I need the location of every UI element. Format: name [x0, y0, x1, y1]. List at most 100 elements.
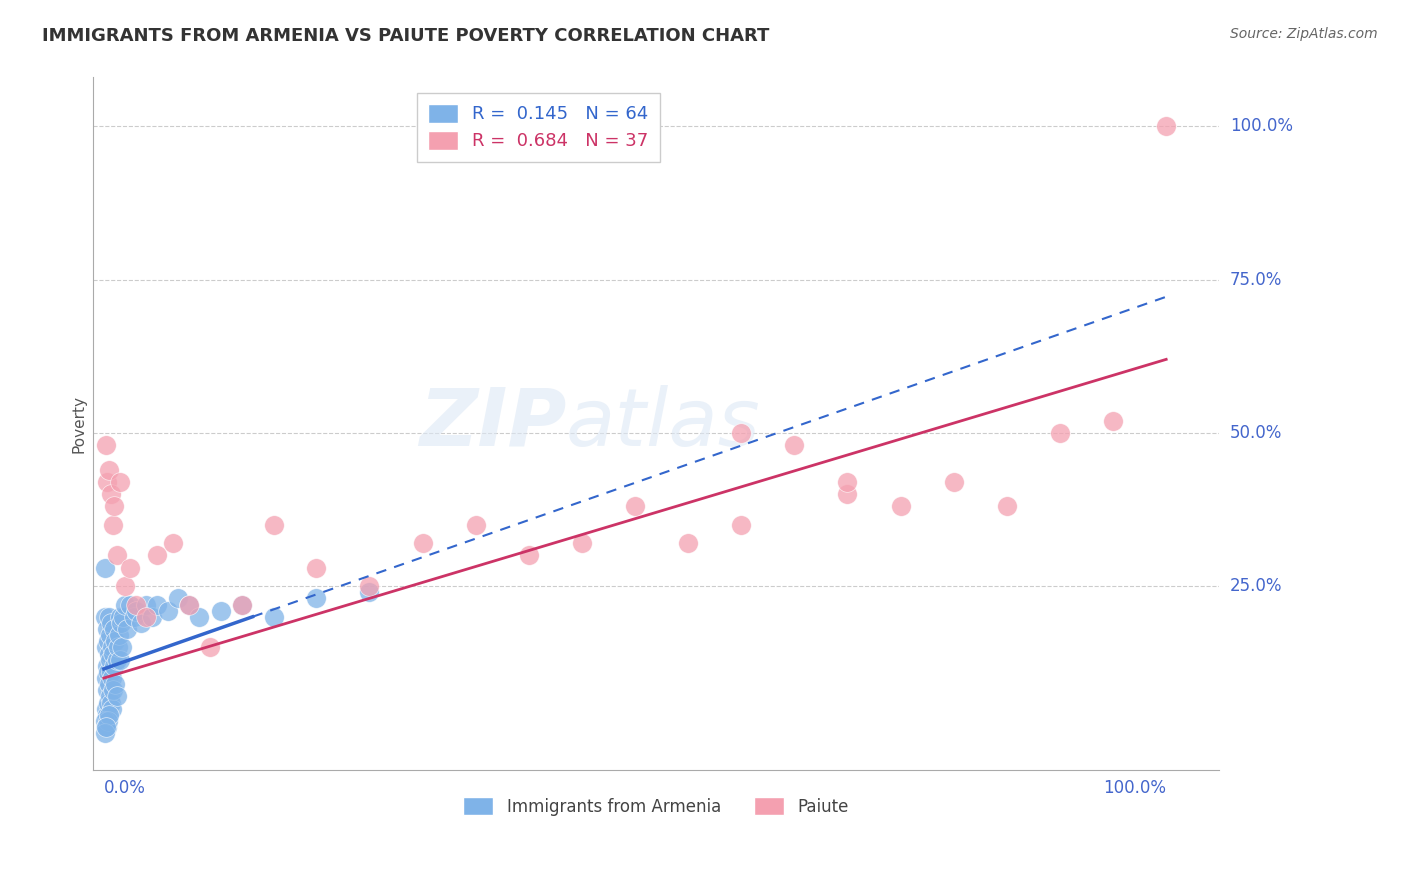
Point — [359, 579, 381, 593]
Point — [105, 690, 128, 704]
Point — [162, 536, 184, 550]
Point — [100, 487, 122, 501]
Point — [177, 598, 200, 612]
Point — [141, 609, 163, 624]
Point — [156, 604, 179, 618]
Y-axis label: Poverty: Poverty — [72, 395, 86, 453]
Point — [125, 598, 148, 612]
Point — [837, 475, 859, 489]
Point — [94, 438, 117, 452]
Point — [120, 560, 142, 574]
Point — [97, 696, 120, 710]
Point — [942, 475, 965, 489]
Point — [96, 707, 118, 722]
Point — [111, 609, 134, 624]
Point — [107, 640, 129, 655]
Text: 50.0%: 50.0% — [1230, 424, 1282, 442]
Point — [98, 690, 121, 704]
Point — [101, 640, 124, 655]
Point — [97, 714, 120, 728]
Point — [305, 591, 328, 606]
Point — [97, 634, 120, 648]
Point — [94, 714, 117, 728]
Legend: Immigrants from Armenia, Paiute: Immigrants from Armenia, Paiute — [456, 789, 858, 824]
Point — [198, 640, 221, 655]
Point — [96, 658, 118, 673]
Point — [103, 658, 125, 673]
Point — [231, 598, 253, 612]
Point — [94, 720, 117, 734]
Point — [122, 609, 145, 624]
Point — [571, 536, 593, 550]
Point — [98, 653, 121, 667]
Text: ZIP: ZIP — [419, 384, 567, 463]
Point — [1049, 425, 1071, 440]
Point — [103, 647, 125, 661]
Point — [412, 536, 434, 550]
Point — [1102, 414, 1125, 428]
Point — [209, 604, 232, 618]
Point — [108, 475, 131, 489]
Point — [114, 579, 136, 593]
Point — [104, 634, 127, 648]
Point — [94, 720, 117, 734]
Point — [98, 628, 121, 642]
Point — [110, 615, 132, 630]
Point — [105, 549, 128, 563]
Point — [100, 665, 122, 679]
Point — [94, 671, 117, 685]
Point — [94, 609, 117, 624]
Point — [103, 500, 125, 514]
Point — [1154, 120, 1177, 134]
Point — [96, 622, 118, 636]
Point — [120, 598, 142, 612]
Text: atlas: atlas — [567, 384, 761, 463]
Point — [100, 696, 122, 710]
Point — [146, 549, 169, 563]
Point — [101, 702, 124, 716]
Text: 75.0%: 75.0% — [1230, 270, 1282, 289]
Point — [177, 598, 200, 612]
Point — [167, 591, 190, 606]
Point — [98, 609, 121, 624]
Point — [995, 500, 1018, 514]
Point — [98, 647, 121, 661]
Point — [188, 609, 211, 624]
Point — [94, 560, 117, 574]
Point — [98, 677, 121, 691]
Point — [231, 598, 253, 612]
Point — [108, 609, 131, 624]
Point — [107, 628, 129, 642]
Point — [135, 598, 157, 612]
Point — [98, 463, 121, 477]
Point — [104, 677, 127, 691]
Point — [94, 640, 117, 655]
Point — [96, 475, 118, 489]
Point — [146, 598, 169, 612]
Point — [135, 609, 157, 624]
Point — [730, 517, 752, 532]
Point — [129, 615, 152, 630]
Text: IMMIGRANTS FROM ARMENIA VS PAIUTE POVERTY CORRELATION CHART: IMMIGRANTS FROM ARMENIA VS PAIUTE POVERT… — [42, 27, 769, 45]
Text: Source: ZipAtlas.com: Source: ZipAtlas.com — [1230, 27, 1378, 41]
Point — [125, 604, 148, 618]
Point — [96, 683, 118, 698]
Point — [517, 549, 540, 563]
Point — [111, 640, 134, 655]
Text: 25.0%: 25.0% — [1230, 577, 1282, 595]
Text: 100.0%: 100.0% — [1230, 118, 1294, 136]
Point — [263, 609, 285, 624]
Point — [263, 517, 285, 532]
Point — [114, 598, 136, 612]
Point — [94, 702, 117, 716]
Point — [103, 622, 125, 636]
Text: 100.0%: 100.0% — [1104, 780, 1166, 797]
Point — [359, 585, 381, 599]
Text: 0.0%: 0.0% — [104, 780, 146, 797]
Point — [305, 560, 328, 574]
Point — [624, 500, 647, 514]
Point — [96, 720, 118, 734]
Point — [108, 653, 131, 667]
Point — [103, 517, 125, 532]
Point — [783, 438, 806, 452]
